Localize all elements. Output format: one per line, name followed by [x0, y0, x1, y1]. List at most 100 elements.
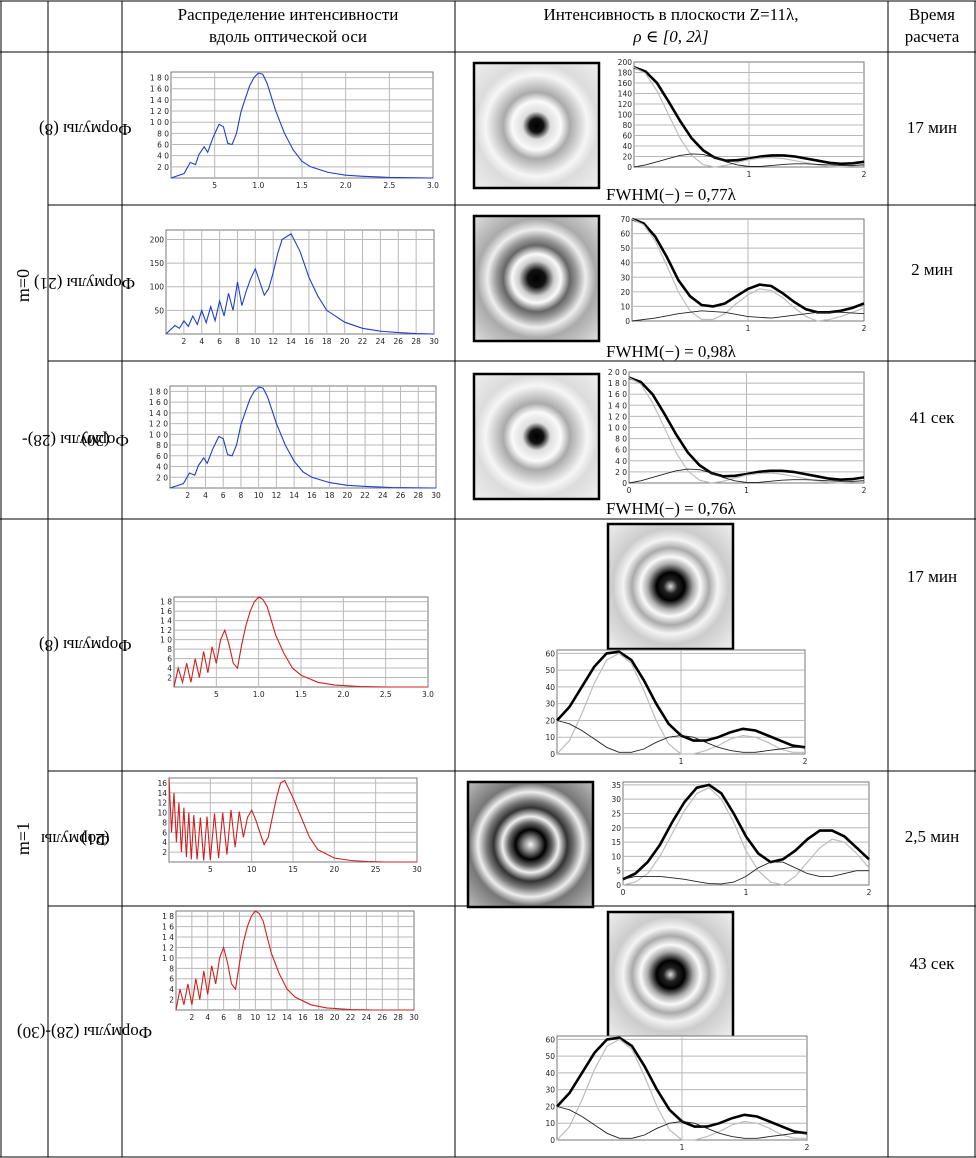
y-tick-label: 150: [150, 259, 165, 268]
profile-line-gray: [556, 652, 805, 755]
y-tick-label: 6: [162, 828, 167, 837]
y-tick-label: 1 4 0: [150, 96, 169, 105]
y-tick-label: 1 0: [160, 636, 172, 645]
x-tick-label: 1: [744, 486, 749, 495]
gridlines: [166, 230, 434, 334]
x-tick-label: 1.0: [252, 181, 264, 190]
x-tick-label: 28: [413, 491, 423, 500]
header-plane-line1: Интенсивность в плоскости Z=11λ,: [543, 5, 799, 24]
intensity-image-5: [606, 910, 735, 1039]
x-tick-label: 1.5: [295, 690, 307, 699]
axial-chart-0: 5 1.0 1.5 2.0 2.5 3.0 2 0 4 0 6 0 8 0 1 0 0 1 2 0 1 …: [150, 71, 439, 190]
x-tick-label: 22: [360, 491, 370, 500]
profile-line-gray: [556, 1038, 807, 1141]
axial-intensity-line: [170, 72, 434, 179]
x-tick-label: 6: [221, 1013, 226, 1022]
x-tick-label: 1: [680, 1143, 685, 1152]
y-tick-label: 40: [620, 259, 630, 268]
intensity-image-0: [472, 61, 601, 190]
x-tick-label: 30: [431, 491, 441, 500]
x-tick-label: 12: [266, 1013, 276, 1022]
y-tick-label: 0: [625, 317, 630, 326]
y-tick-label: 50: [154, 306, 164, 315]
y-tick-label: 120: [618, 100, 633, 109]
y-tick-label: 4: [162, 838, 167, 847]
profile-line-thin: [628, 468, 865, 484]
gridlines: [629, 372, 864, 483]
y-tick-label: 50: [545, 1052, 555, 1061]
x-tick-label: 1.0: [253, 690, 265, 699]
y-tick-label: 0: [550, 750, 555, 759]
y-tick-label: 4: [167, 664, 172, 673]
y-tick-label: 1 8 0: [149, 387, 168, 396]
y-tick-label: 30: [545, 1086, 555, 1095]
y-tick-label: 6 0: [156, 452, 168, 461]
x-tick-label: 14: [289, 491, 299, 500]
y-tick-label: 2: [162, 848, 167, 857]
plot-area: [169, 385, 437, 489]
y-tick-label: 1 2 0: [608, 412, 627, 421]
y-tick-label: 1 2: [160, 626, 172, 635]
x-tick-label: 3.0: [427, 181, 439, 190]
x-tick-label: 14: [286, 337, 296, 346]
y-tick-label: 2 0 0: [608, 368, 627, 377]
time-5: 43 сек: [909, 954, 955, 973]
gridlines: [170, 386, 436, 488]
x-tick-label: 2: [862, 324, 867, 333]
x-tick-label: 18: [322, 337, 332, 346]
x-tick-label: 20: [330, 1013, 340, 1022]
intensity-image-3: [606, 522, 735, 651]
plot-area: [175, 910, 415, 1011]
y-tick-label: 2 0: [157, 163, 169, 172]
y-tick-label: 8: [169, 964, 174, 973]
x-tick-label: 2.5: [383, 181, 395, 190]
y-tick-label: 8: [162, 818, 167, 827]
x-tick-label: 5: [208, 865, 213, 874]
y-tick-label: 0: [550, 1136, 555, 1145]
x-tick-label: 20: [340, 337, 350, 346]
fwhm-0: FWHM(−) = 0,77λ: [606, 185, 736, 204]
x-tick-label: 5: [212, 181, 217, 190]
y-tick-label: 0: [616, 881, 621, 890]
x-tick-label: 2: [862, 486, 867, 495]
y-tick-label: 10: [620, 302, 630, 311]
x-tick-label: 24: [378, 491, 388, 500]
y-tick-label: 1 0: [162, 954, 174, 963]
time-0: 17 мин: [906, 118, 958, 137]
y-tick-label: 20: [545, 716, 555, 725]
axial-chart-2: 2 4 6 8 10 12 14 16 18 20 22 24 26 28 302 04 06 08 01 …: [149, 385, 441, 500]
y-tick-label: 60: [622, 132, 632, 141]
x-tick-label: 18: [325, 491, 335, 500]
profile-line-thin: [556, 1106, 807, 1139]
y-tick-label: 160: [618, 79, 633, 88]
x-tick-label: 5: [214, 690, 219, 699]
y-tick-label: 1 4 0: [149, 409, 168, 418]
x-tick-label: 28: [393, 1013, 403, 1022]
gridlines: [171, 72, 433, 178]
x-tick-label: 2: [181, 337, 186, 346]
y-tick-label: 60: [545, 1035, 555, 1044]
y-tick-label: 1 6 0: [608, 390, 627, 399]
x-tick-label: 6: [221, 491, 226, 500]
x-tick-label: 2.5: [380, 690, 392, 699]
x-tick-label: 30: [412, 865, 422, 874]
x-tick-label: 4: [199, 337, 204, 346]
header-axis: Распределение интенсивности вдоль оптиче…: [122, 4, 454, 48]
x-tick-label: 18: [314, 1013, 324, 1022]
x-tick-label: 2: [862, 170, 867, 179]
x-tick-label: 1: [747, 170, 752, 179]
y-tick-label: 1 8: [162, 912, 174, 921]
y-tick-label: 1 4: [160, 617, 172, 626]
y-tick-label: 8: [167, 645, 172, 654]
x-tick-label: 22: [346, 1013, 356, 1022]
y-tick-label: 1 2 0: [149, 420, 168, 429]
x-tick-label: 2: [867, 888, 872, 897]
y-tick-label: 200: [150, 235, 165, 244]
y-tick-label: 6 0: [615, 446, 627, 455]
profile-line-thin: [556, 720, 805, 753]
header-time-line1: Время: [909, 5, 955, 24]
gridlines: [632, 219, 864, 321]
y-tick-label: 40: [545, 683, 555, 692]
